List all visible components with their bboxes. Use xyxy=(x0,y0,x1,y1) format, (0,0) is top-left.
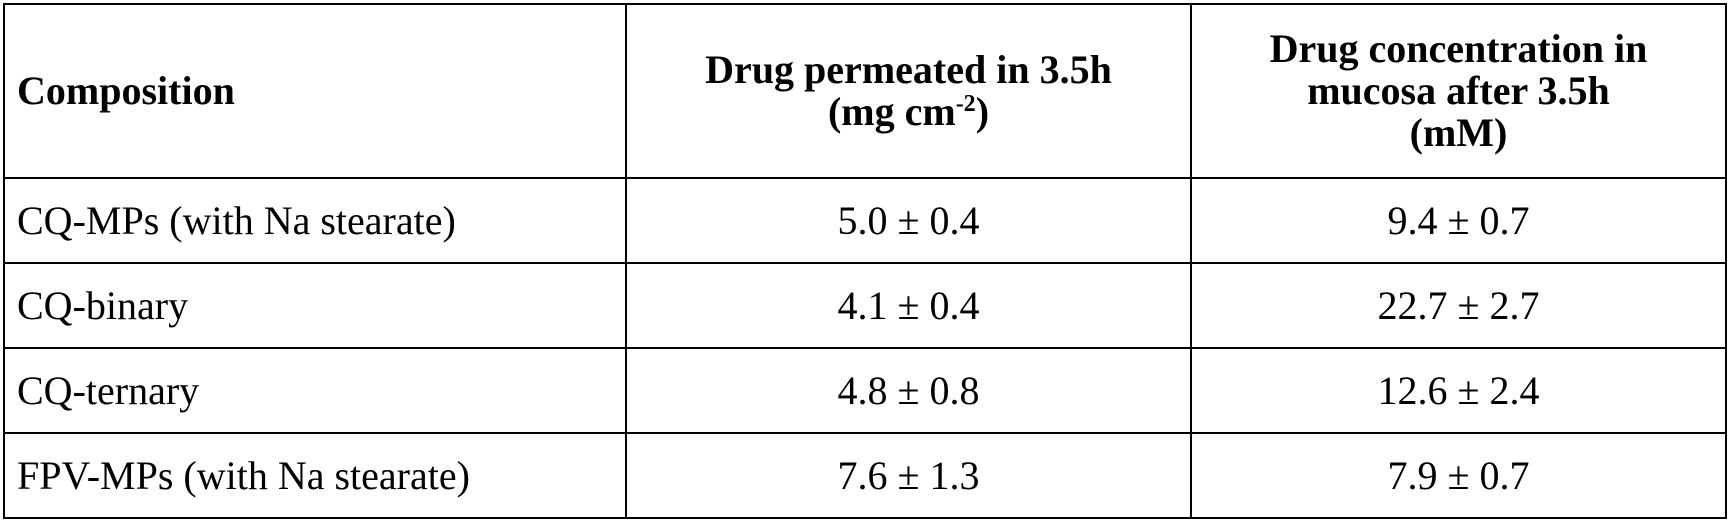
unit-exponent: -2 xyxy=(955,91,976,117)
table-body: CQ-MPs (with Na stearate) 5.0 ± 0.4 9.4 ± … xyxy=(3,177,1727,519)
header-text: (mM) xyxy=(1409,110,1508,155)
header-unit: (mg cm-2) xyxy=(639,91,1178,133)
header-text: Drug permeated in 3.5h xyxy=(705,47,1112,92)
header-cell: Composition xyxy=(3,3,627,179)
table-row: FPV-MPs (with Na stearate) 7.6 ± 1.3 7.9 ±… xyxy=(3,432,1727,519)
header-text: mucosa after 3.5h xyxy=(1307,68,1610,113)
data-table: Composition Drug permeated in 3.5h (mg cm-… xyxy=(3,3,1727,519)
unit-text: (mg cm xyxy=(827,89,956,134)
table-cell: 4.8 ± 0.8 xyxy=(625,347,1192,434)
header-cell: Drug permeated in 3.5h (mg cm-2) xyxy=(625,3,1192,179)
table-cell: 9.4 ± 0.7 xyxy=(1190,177,1727,264)
table-cell: CQ-MPs (with Na stearate) xyxy=(3,177,627,264)
table-cell: CQ-ternary xyxy=(3,347,627,434)
table-cell: 5.0 ± 0.4 xyxy=(625,177,1192,264)
table-row: CQ-MPs (with Na stearate) 5.0 ± 0.4 9.4 ± … xyxy=(3,177,1727,264)
table-cell: 22.7 ± 2.7 xyxy=(1190,262,1727,349)
table-cell: 7.9 ± 0.7 xyxy=(1190,432,1727,519)
table-row: CQ-ternary 4.8 ± 0.8 12.6 ± 2.4 xyxy=(3,347,1727,434)
table-cell: FPV-MPs (with Na stearate) xyxy=(3,432,627,519)
table-cell: 4.1 ± 0.4 xyxy=(625,262,1192,349)
header-text: Drug concentration in xyxy=(1269,26,1648,71)
table-cell: 7.6 ± 1.3 xyxy=(625,432,1192,519)
table-cell: CQ-binary xyxy=(3,262,627,349)
header-text: Composition xyxy=(17,68,235,113)
unit-text: ) xyxy=(975,89,990,134)
table-row: CQ-binary 4.1 ± 0.4 22.7 ± 2.7 xyxy=(3,262,1727,349)
table-cell: 12.6 ± 2.4 xyxy=(1190,347,1727,434)
header-cell: Drug concentration in mucosa after 3.5h (m… xyxy=(1190,3,1727,179)
header-row: Composition Drug permeated in 3.5h (mg cm-… xyxy=(3,3,1727,179)
